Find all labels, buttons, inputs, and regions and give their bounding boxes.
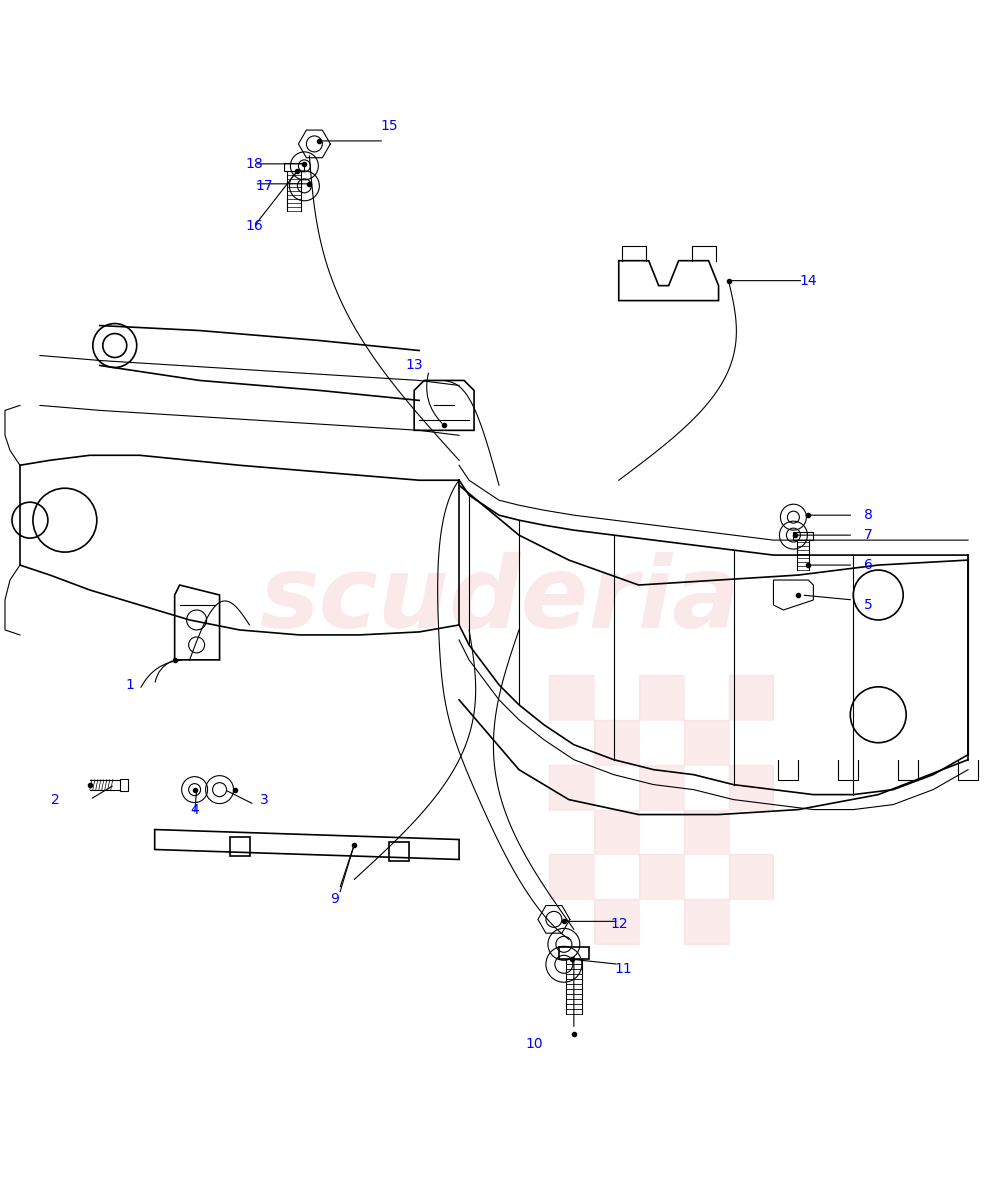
Bar <box>549 720 594 764</box>
Text: 15: 15 <box>380 119 398 133</box>
Bar <box>594 854 639 900</box>
Text: 8: 8 <box>864 508 872 522</box>
Text: 10: 10 <box>525 1037 543 1051</box>
Text: 11: 11 <box>615 962 633 977</box>
Bar <box>729 720 773 764</box>
Text: 16: 16 <box>246 218 263 233</box>
Bar <box>594 810 639 854</box>
Text: 14: 14 <box>799 274 817 288</box>
Bar <box>684 854 729 900</box>
Bar <box>639 674 684 720</box>
Bar <box>594 674 639 720</box>
Bar <box>284 163 304 170</box>
Bar <box>684 764 729 810</box>
Bar <box>230 836 250 857</box>
Bar <box>639 854 684 900</box>
Bar <box>549 764 594 810</box>
Bar <box>729 764 773 810</box>
Bar <box>729 810 773 854</box>
Text: 9: 9 <box>330 893 338 906</box>
Bar <box>639 900 684 944</box>
Text: 1: 1 <box>126 678 134 692</box>
Bar <box>594 764 639 810</box>
Bar <box>594 720 639 764</box>
Bar <box>729 674 773 720</box>
Bar <box>389 841 409 862</box>
Bar <box>684 810 729 854</box>
Bar <box>684 674 729 720</box>
Bar <box>549 900 594 944</box>
Bar <box>729 854 773 900</box>
Bar <box>559 947 589 959</box>
Text: 6: 6 <box>864 558 872 572</box>
Text: 2: 2 <box>51 792 59 806</box>
Text: 13: 13 <box>405 359 423 372</box>
Bar <box>793 532 813 540</box>
Bar <box>684 900 729 944</box>
Bar <box>729 900 773 944</box>
Text: 5: 5 <box>864 598 872 612</box>
Bar <box>594 900 639 944</box>
Bar <box>639 764 684 810</box>
Text: 12: 12 <box>610 917 628 931</box>
Bar <box>639 720 684 764</box>
Bar <box>549 810 594 854</box>
Bar <box>549 674 594 720</box>
Text: scuderia: scuderia <box>258 552 740 648</box>
Text: 7: 7 <box>864 528 872 542</box>
Text: 18: 18 <box>246 157 263 170</box>
Bar <box>639 810 684 854</box>
Bar <box>549 854 594 900</box>
Text: 4: 4 <box>191 803 199 816</box>
Bar <box>120 779 128 791</box>
Bar <box>684 720 729 764</box>
Text: 3: 3 <box>260 792 268 806</box>
Text: 17: 17 <box>255 179 273 193</box>
